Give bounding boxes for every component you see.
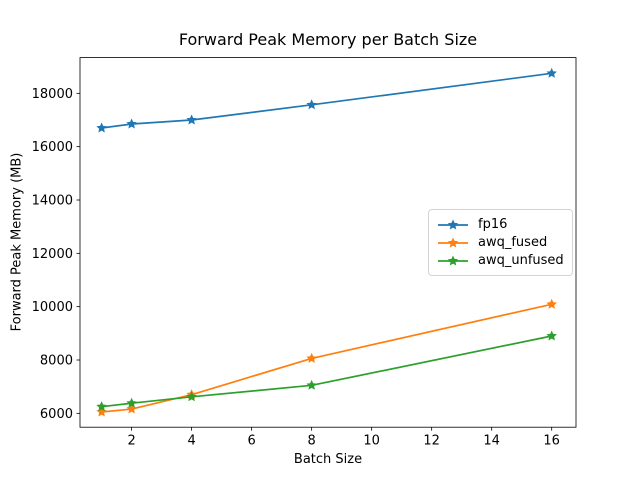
y-tick-label: 16000 bbox=[32, 140, 73, 155]
series-marker-fp16 bbox=[186, 114, 197, 125]
series-marker-awq_fused bbox=[306, 352, 317, 363]
legend-label: awq_fused bbox=[478, 235, 548, 250]
y-tick-label: 8000 bbox=[40, 354, 73, 369]
series-marker-awq_unfused bbox=[126, 397, 137, 408]
legend-line-sample-icon bbox=[438, 219, 468, 229]
series-marker-fp16 bbox=[306, 99, 317, 110]
series-marker-awq_fused bbox=[546, 298, 557, 309]
x-tick-label: 4 bbox=[187, 434, 195, 449]
series-line-awq_unfused bbox=[100, 335, 553, 408]
series-line-awq_fused bbox=[100, 303, 553, 413]
series-marker-awq_unfused bbox=[306, 379, 317, 390]
series-marker-awq_unfused bbox=[96, 401, 107, 412]
x-tick-label: 12 bbox=[423, 434, 440, 449]
x-tick-label: 16 bbox=[543, 434, 560, 449]
x-tick-label: 6 bbox=[247, 434, 255, 449]
axes-frame bbox=[79, 57, 577, 428]
legend-line-sample-icon bbox=[438, 237, 468, 247]
series-marker-awq_fused bbox=[126, 403, 137, 414]
x-tick-label: 2 bbox=[127, 434, 135, 449]
series-marker-awq_unfused bbox=[546, 330, 557, 341]
series-marker-awq_fused bbox=[96, 406, 107, 417]
y-tick-label: 12000 bbox=[32, 247, 73, 262]
legend: fp16 awq_fused awq_unfused bbox=[428, 209, 573, 276]
legend-label: awq_unfused bbox=[478, 253, 564, 268]
y-tick-label: 14000 bbox=[32, 194, 73, 209]
legend-item-awq_unfused: awq_unfused bbox=[437, 252, 564, 269]
series-marker-fp16 bbox=[546, 67, 557, 78]
x-tick-label: 10 bbox=[363, 434, 380, 449]
series-marker-fp16 bbox=[96, 122, 107, 133]
legend-line-sample-icon bbox=[438, 255, 468, 265]
series-marker-fp16 bbox=[126, 118, 137, 129]
x-tick-label: 14 bbox=[483, 434, 500, 449]
legend-item-awq_fused: awq_fused bbox=[437, 234, 564, 251]
y-tick-label: 6000 bbox=[40, 407, 73, 422]
chart-title: Forward Peak Memory per Batch Size bbox=[178, 30, 478, 49]
legend-label: fp16 bbox=[478, 217, 508, 232]
series-line-fp16 bbox=[100, 72, 553, 129]
y-tick-label: 10000 bbox=[32, 300, 73, 315]
legend-item-fp16: fp16 bbox=[437, 216, 564, 233]
y-tick-label: 18000 bbox=[32, 87, 73, 102]
x-axis-label: Batch Size bbox=[293, 452, 363, 467]
x-tick-label: 8 bbox=[308, 434, 316, 449]
series-marker-awq_unfused bbox=[186, 391, 197, 402]
